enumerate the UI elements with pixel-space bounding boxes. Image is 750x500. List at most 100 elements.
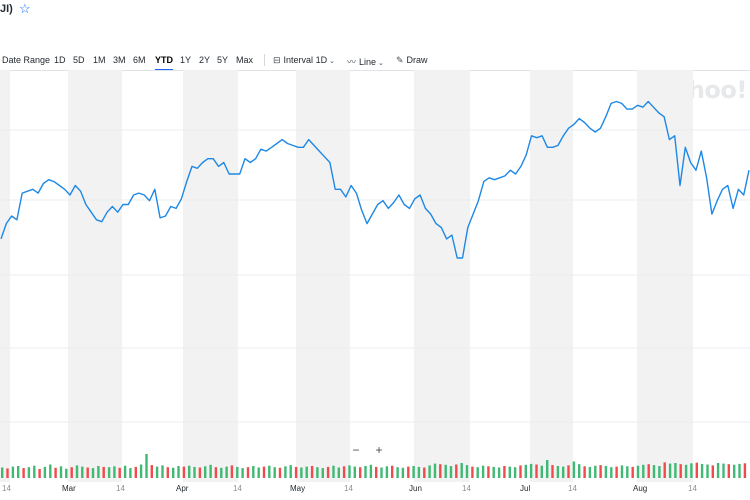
- volume-bar: [449, 466, 453, 478]
- range-5d-button[interactable]: 5D: [73, 55, 85, 65]
- volume-bar: [54, 467, 57, 478]
- interval-icon: ⊟: [273, 55, 281, 65]
- volume-bar: [359, 467, 362, 478]
- toolbar-divider: [264, 54, 265, 66]
- volume-bar: [43, 466, 47, 478]
- volume-bar: [583, 466, 586, 478]
- chart-band: [530, 70, 573, 482]
- range-5y-button[interactable]: 5Y: [217, 55, 229, 65]
- volume-bar: [503, 466, 506, 478]
- volume-bar: [70, 467, 73, 478]
- volume-bar: [695, 462, 698, 478]
- volume-bar: [716, 463, 720, 478]
- x-tick-label: 14: [568, 484, 577, 493]
- range-1d-button[interactable]: 1D: [54, 55, 66, 65]
- volume-bar: [262, 466, 266, 478]
- volume-bar: [27, 467, 31, 478]
- range-max-button[interactable]: Max: [236, 55, 254, 65]
- x-tick-label: May: [290, 484, 306, 493]
- range-2y-button[interactable]: 2Y: [199, 55, 211, 65]
- volume-bar: [337, 467, 340, 478]
- volume-bar: [369, 464, 373, 478]
- volume-bar: [86, 467, 89, 478]
- volume-bar: [75, 465, 79, 478]
- draw-button[interactable]: ✎ Draw: [396, 55, 428, 66]
- volume-bar: [1, 467, 4, 478]
- volume-bar: [161, 465, 164, 478]
- zoom-out-button[interactable]: −: [352, 443, 360, 457]
- range-ytd-button[interactable]: YTD: [155, 55, 173, 71]
- volume-bar: [455, 464, 458, 478]
- interval-dropdown[interactable]: ⊟ Interval 1D ⌄: [273, 55, 335, 66]
- volume-bar: [166, 467, 169, 478]
- volume-bar: [679, 464, 682, 478]
- volume-bar: [647, 464, 650, 478]
- volume-bar: [407, 466, 410, 478]
- x-tick-label: Mar: [62, 484, 76, 493]
- volume-bar: [631, 466, 634, 478]
- x-tick-label: Aug: [633, 484, 648, 493]
- volume-bar: [492, 466, 495, 478]
- volume-bar: [252, 466, 255, 478]
- volume-bar: [310, 466, 314, 478]
- volume-bar: [401, 467, 405, 478]
- volume-bar: [91, 468, 95, 478]
- volume-bar: [332, 465, 335, 478]
- volume-bar: [711, 465, 714, 478]
- volume-bar: [599, 465, 602, 478]
- volume-bar: [567, 465, 570, 478]
- price-line: [0, 100, 750, 259]
- x-tick-label: 14: [344, 484, 353, 493]
- volume-bar: [236, 466, 239, 478]
- volume-bar: [273, 467, 276, 478]
- range-1y-button[interactable]: 1Y: [180, 55, 192, 65]
- volume-bar: [220, 467, 223, 478]
- volume-bar: [722, 463, 725, 478]
- volume-bar: [257, 467, 260, 478]
- chart-band: [414, 70, 470, 482]
- range-6m-button[interactable]: 6M: [133, 55, 146, 65]
- volume-bar: [139, 464, 143, 478]
- volume-bar: [6, 468, 9, 478]
- volume-bar: [556, 466, 560, 478]
- date-range-button[interactable]: Date Range: [2, 55, 51, 65]
- volume-bar: [540, 465, 543, 478]
- range-3m-button[interactable]: 3M: [113, 55, 126, 65]
- volume-bar: [182, 466, 186, 478]
- volume-bar: [172, 467, 175, 478]
- volume-bar: [241, 468, 244, 478]
- zoom-in-button[interactable]: +: [375, 443, 383, 457]
- chart-top-border: [0, 70, 750, 71]
- chart-type-dropdown[interactable]: 〰 Line ⌄: [347, 55, 384, 68]
- volume-bar: [278, 467, 282, 478]
- volume-bar: [33, 465, 36, 478]
- volume-bar: [604, 466, 608, 478]
- volume-bar: [706, 464, 709, 478]
- range-1m-button[interactable]: 1M: [93, 55, 106, 65]
- volume-bar: [412, 466, 415, 478]
- x-tick-label: Apr: [176, 484, 189, 493]
- line-chart-icon: 〰: [347, 57, 357, 67]
- quote-header: JI) ☆: [0, 0, 750, 20]
- chart-band: [296, 70, 350, 482]
- ticker-symbol: JI): [0, 3, 13, 15]
- chart-band: [183, 70, 238, 482]
- volume-bar: [246, 467, 250, 478]
- chart-toolbar: Date Range 1D 5D 1M 3M 6M YTD 1Y 2Y 5Y M…: [0, 50, 750, 71]
- chart-band: [637, 70, 693, 482]
- volume-bar: [700, 463, 704, 478]
- chart-band: [0, 70, 10, 482]
- volume-bar: [610, 467, 613, 478]
- volume-bar: [444, 464, 447, 478]
- volume-bar: [615, 466, 618, 478]
- x-tick-label: 14: [462, 484, 471, 493]
- star-icon[interactable]: ☆: [19, 1, 31, 16]
- volume-bar: [658, 466, 661, 478]
- price-chart[interactable]: [0, 70, 750, 482]
- volume-bar: [22, 468, 25, 478]
- volume-bar: [198, 467, 202, 478]
- volume-bar: [690, 463, 693, 478]
- chevron-down-icon: ⌄: [378, 60, 384, 67]
- volume-bar: [225, 466, 228, 478]
- volume-bar: [529, 463, 533, 478]
